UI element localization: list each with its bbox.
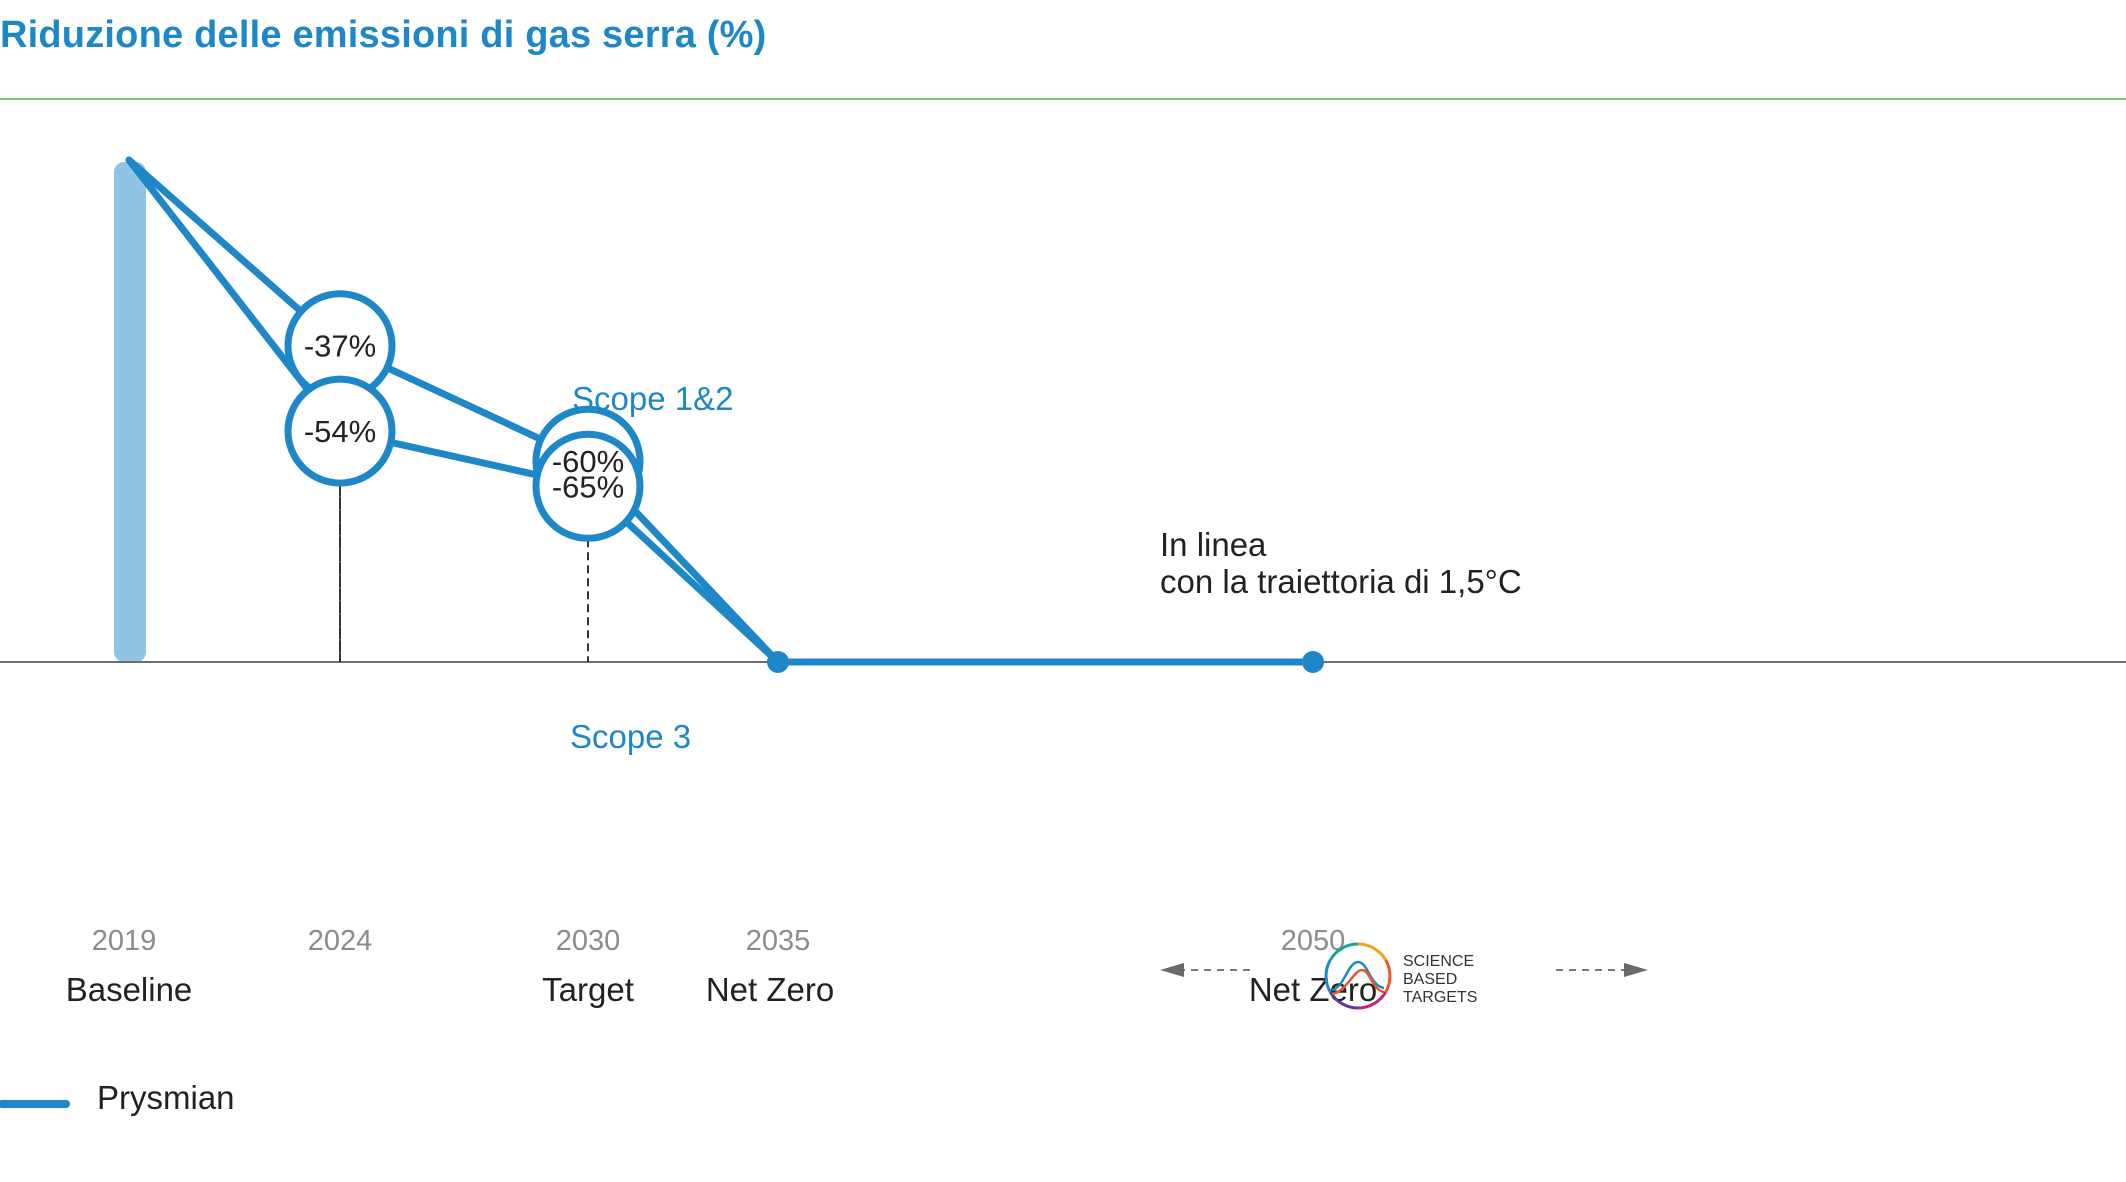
- series-line-1: [125, 156, 782, 666]
- x-tick-sublabel: Net Zero: [706, 971, 834, 1008]
- logo-text: TARGETS: [1403, 989, 1477, 1006]
- net-zero-point: [767, 651, 789, 673]
- x-tick-label: 2030: [556, 925, 621, 957]
- chart-title: Riduzione delle emissioni di gas serra (…: [0, 14, 767, 56]
- x-tick-sublabel: Net Zero: [1249, 971, 1377, 1008]
- logo-ring-segment: [1384, 959, 1392, 993]
- logo-ring-segment: [1357, 942, 1388, 961]
- logo-ring-segment: [1357, 991, 1388, 1010]
- point-circle: [532, 430, 644, 542]
- data-label: -65%: [552, 469, 624, 504]
- logo-text: SCIENCE: [1403, 953, 1474, 970]
- net-zero-point: [1302, 651, 1324, 673]
- x-tick-label: 2019: [92, 925, 157, 957]
- arrow-left-icon: [1160, 963, 1184, 977]
- baseline-bar: [114, 162, 146, 662]
- logo-ring-segment: [1328, 991, 1359, 1010]
- series-label: Scope 1&2: [572, 380, 733, 417]
- annotation-text: con la traiettoria di 1,5°C: [1160, 563, 1522, 600]
- data-label: -60%: [552, 444, 624, 479]
- x-tick-label: 2035: [746, 925, 811, 957]
- x-tick-sublabel: Target: [542, 971, 634, 1008]
- logo-ring-segment: [1328, 942, 1359, 961]
- x-tick-label: 2024: [308, 925, 373, 957]
- x-tick-label: 2050: [1281, 925, 1346, 957]
- point-circle: [284, 375, 396, 487]
- data-label: -54%: [304, 414, 376, 449]
- logo-text: BASED: [1403, 971, 1457, 988]
- annotation-text: In linea: [1160, 526, 1267, 563]
- title-divider: [0, 98, 2126, 100]
- x-tick-sublabel: Baseline: [66, 971, 193, 1008]
- series-label: Scope 3: [570, 718, 691, 755]
- legend-label: Prysmian: [97, 1079, 235, 1116]
- logo-curve: [1331, 968, 1385, 996]
- data-label: -37%: [304, 329, 376, 364]
- logo-curve: [1331, 960, 1385, 992]
- series-line-2: [125, 156, 782, 666]
- logo-ring-segment: [1324, 959, 1332, 993]
- arrow-right-icon: [1624, 963, 1648, 977]
